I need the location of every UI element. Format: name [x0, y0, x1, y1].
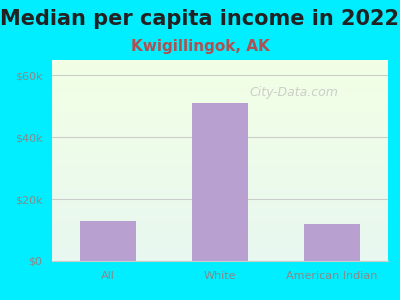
Bar [192, 103, 248, 261]
Text: City-Data.com: City-Data.com [250, 86, 338, 99]
Bar [304, 224, 360, 261]
Text: Kwigillingok, AK: Kwigillingok, AK [131, 39, 269, 54]
Bar [80, 221, 136, 261]
Text: Median per capita income in 2022: Median per capita income in 2022 [0, 9, 400, 29]
